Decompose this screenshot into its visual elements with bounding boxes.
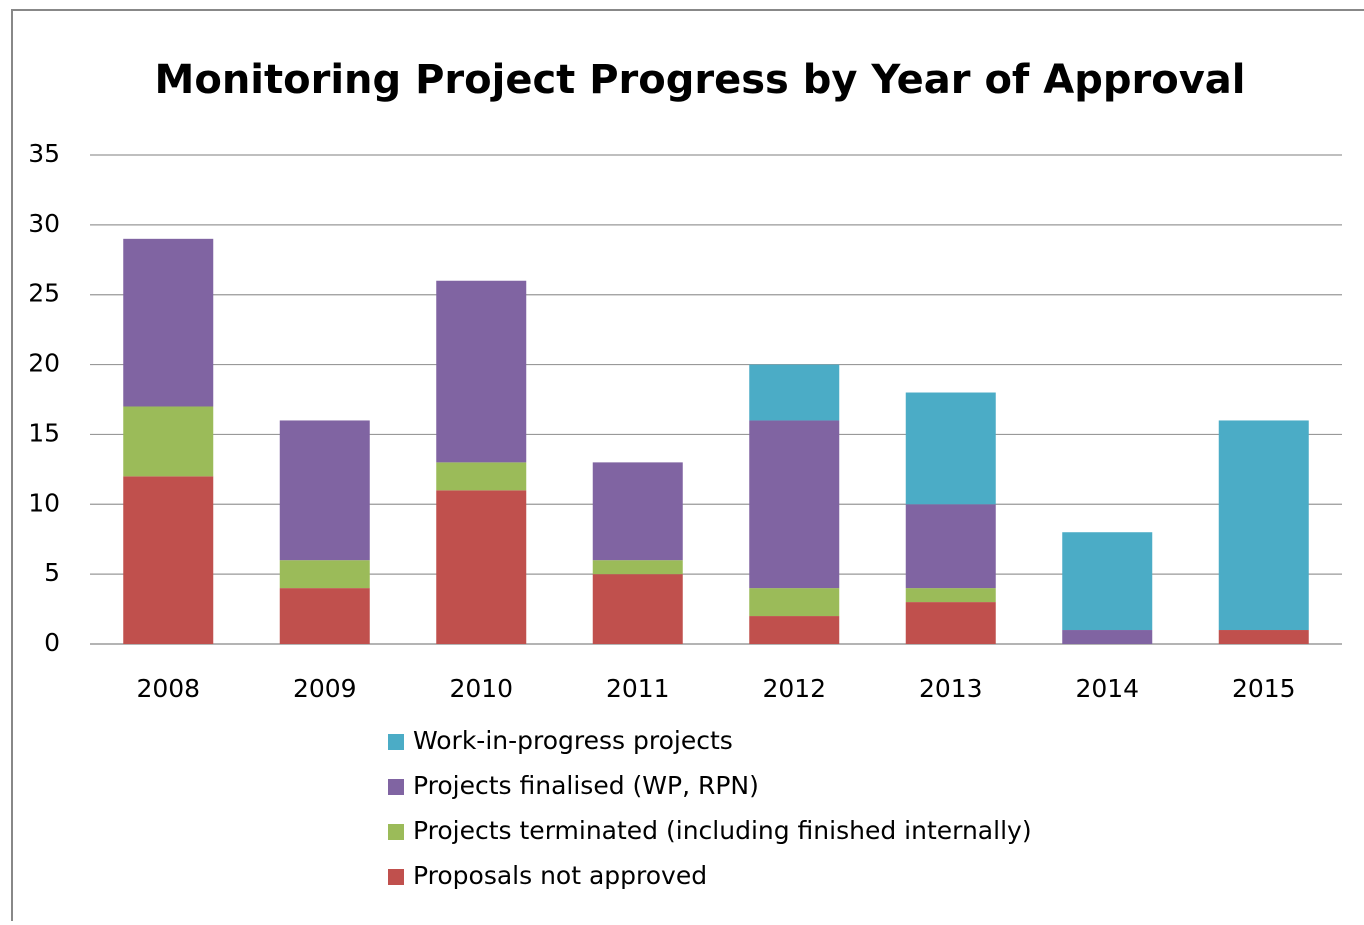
bar-segment <box>279 560 370 589</box>
bar-segment <box>592 560 683 575</box>
bar-segment <box>1218 420 1309 631</box>
bar-segment <box>592 462 683 561</box>
legend-swatch <box>388 734 404 750</box>
x-tick-label: 2015 <box>1232 674 1296 703</box>
x-tick-label: 2008 <box>136 674 200 703</box>
bar-segment <box>279 420 370 561</box>
legend-label: Proposals not approved <box>413 861 707 890</box>
bar-segment <box>905 602 996 644</box>
legend-swatch <box>388 824 404 840</box>
y-tick-label: 0 <box>44 628 60 657</box>
x-tick-label: 2010 <box>449 674 513 703</box>
bar-segment <box>749 588 840 617</box>
x-tick-label: 2013 <box>919 674 983 703</box>
bar-segment <box>749 420 840 589</box>
bar-segment <box>279 588 370 644</box>
y-tick-label: 5 <box>44 558 60 587</box>
legend-swatch <box>388 869 404 885</box>
bar-segment <box>1062 630 1153 644</box>
x-tick-label: 2011 <box>606 674 670 703</box>
x-tick-label: 2012 <box>762 674 826 703</box>
bar-segment <box>749 364 840 421</box>
y-tick-label: 20 <box>28 349 60 378</box>
bar-segment <box>123 406 214 477</box>
chart-frame <box>11 9 1364 921</box>
y-tick-label: 15 <box>28 418 60 447</box>
y-tick-label: 25 <box>28 279 60 308</box>
bar-segment <box>436 490 527 644</box>
bar-segment <box>436 280 527 463</box>
y-tick-label: 30 <box>28 209 60 238</box>
legend-label: Projects finalised (WP, RPN) <box>413 771 759 800</box>
bar-segment <box>905 392 996 505</box>
y-tick-label: 35 <box>28 139 60 168</box>
x-tick-label: 2009 <box>293 674 357 703</box>
bar-segment <box>1062 532 1153 631</box>
bar-segment <box>905 588 996 603</box>
x-tick-label: 2014 <box>1075 674 1139 703</box>
bar-segment <box>123 476 214 644</box>
bar-segment <box>123 238 214 407</box>
legend-swatch <box>388 779 404 795</box>
legend-label: Projects terminated (including finished … <box>413 816 1032 845</box>
bar-segment <box>905 504 996 589</box>
bar-segment <box>749 616 840 644</box>
bar-segment <box>592 574 683 644</box>
bar-segment <box>1218 630 1309 644</box>
y-tick-label: 10 <box>28 488 60 517</box>
legend-label: Work-in-progress projects <box>413 726 733 755</box>
bar-segment <box>436 462 527 491</box>
chart-title: Monitoring Project Progress by Year of A… <box>155 57 1246 103</box>
